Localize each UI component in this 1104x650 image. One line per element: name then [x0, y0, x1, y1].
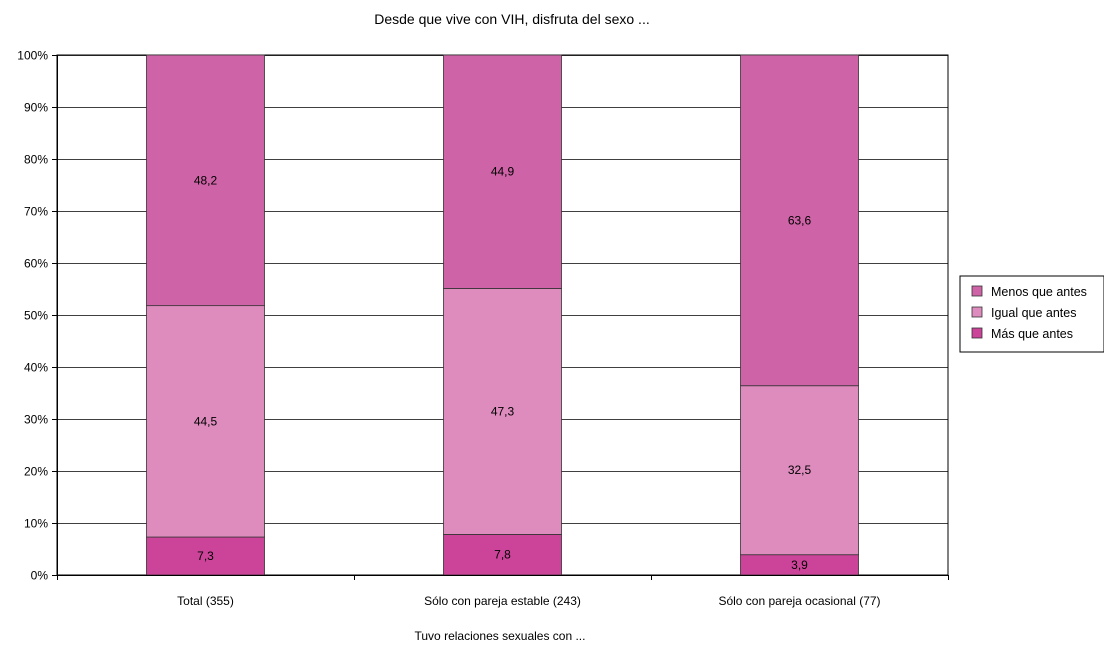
bar-segment [443, 534, 562, 576]
bar-segment [443, 288, 562, 535]
y-tick-label: 10% [24, 517, 48, 531]
y-tick-label: 60% [24, 257, 48, 271]
legend-label: Igual que antes [991, 306, 1077, 320]
data-label: 3,9 [791, 558, 808, 572]
y-tick-label: 70% [24, 205, 48, 219]
data-label: 32,5 [788, 463, 812, 477]
data-label: 63,6 [788, 213, 812, 227]
y-tick-label: 20% [24, 465, 48, 479]
x-axis-label: Tuvo relaciones sexuales con ... [415, 629, 586, 643]
bars: 7,3 44,5 48,2 7,8 47,3 44,9 3,9 32,5 63,6 [146, 54, 859, 576]
bar-segment [740, 385, 859, 556]
data-label: 44,5 [194, 414, 218, 428]
y-tick-label: 40% [24, 361, 48, 375]
category-label: Sólo con pareja estable (243) [424, 594, 581, 608]
category-label: Sólo con pareja ocasional (77) [718, 594, 880, 608]
legend-swatch [971, 327, 983, 339]
data-label: 7,3 [197, 549, 214, 563]
bar-segment [146, 54, 265, 307]
bar-segment [443, 54, 562, 289]
data-label: 7,8 [494, 548, 511, 562]
legend-swatch [971, 306, 983, 318]
y-tick-label: 50% [24, 309, 48, 323]
legend-label: Más que antes [991, 327, 1073, 341]
bar-segment [740, 54, 859, 387]
y-tick-label: 0% [31, 569, 49, 583]
y-tick-label: 30% [24, 413, 48, 427]
category-label: Total (355) [177, 594, 234, 608]
data-label: 47,3 [491, 404, 515, 418]
bar-segment [146, 305, 265, 538]
legend: Menos que antes Igual que antes Más que an… [959, 275, 1104, 353]
data-label: 44,9 [491, 165, 515, 179]
bar-segment [146, 536, 265, 576]
y-tick-label: 90% [24, 101, 48, 115]
data-label: 48,2 [194, 173, 218, 187]
legend-label: Menos que antes [991, 285, 1087, 299]
chart-title: Desde que vive con VIH, disfruta del sex… [374, 11, 649, 27]
y-tick-label: 80% [24, 153, 48, 167]
legend-swatch [971, 285, 983, 297]
legend-box [959, 275, 1104, 353]
y-tick-label: 100% [17, 49, 48, 63]
axes: 0% 10% 20% 30% 40% 50% 60% 70% 80% 90% 100% Total (… [17, 49, 949, 608]
